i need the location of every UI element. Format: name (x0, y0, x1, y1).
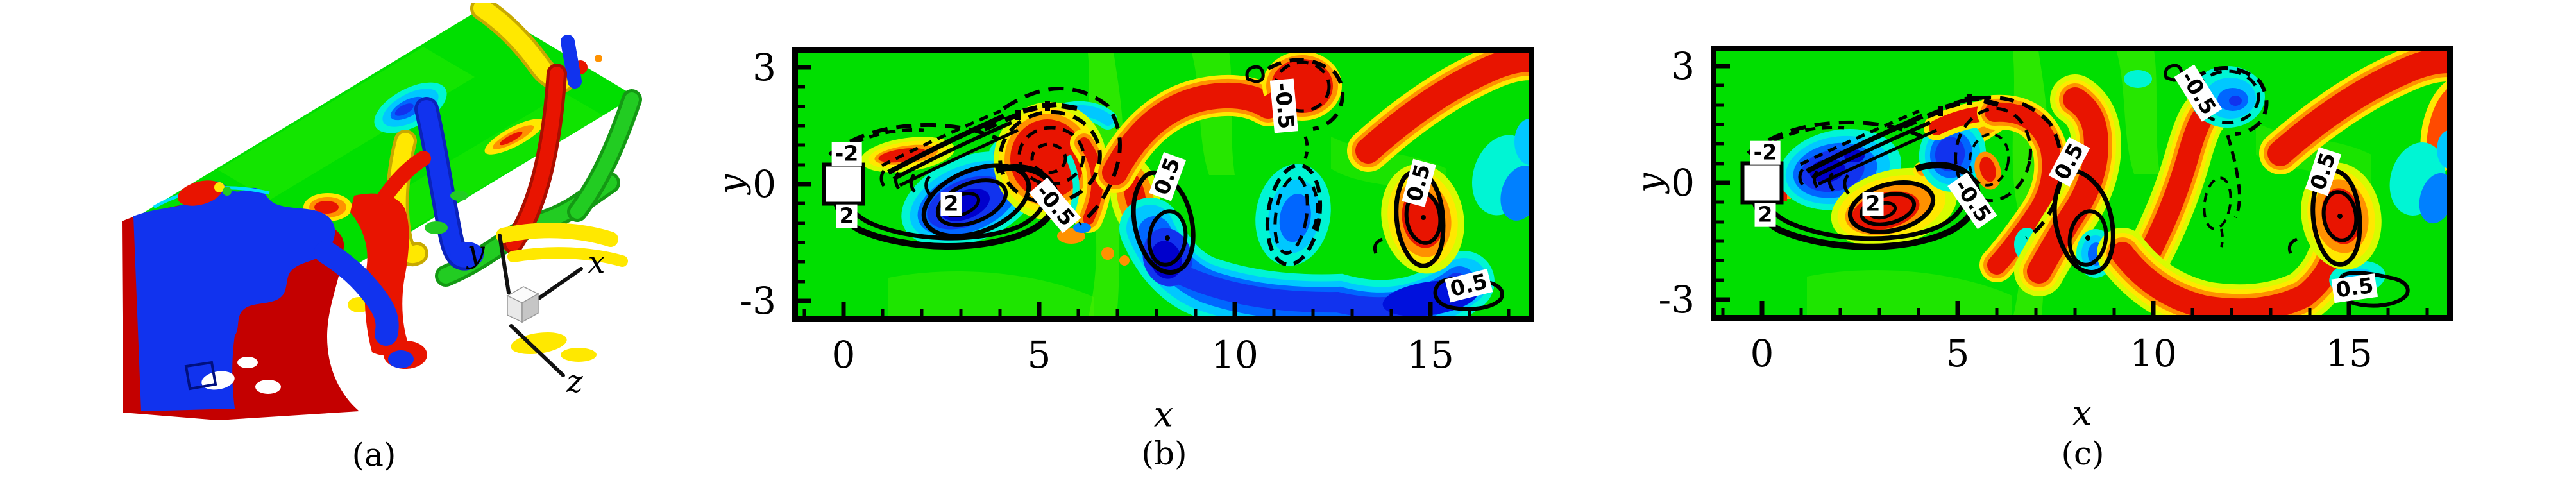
x-tick-label: 10 (1211, 333, 1258, 377)
y-tick-label: 3 (1671, 44, 1695, 88)
x-tick-label: 5 (1945, 332, 1970, 375)
triad-label-x: x (588, 244, 605, 280)
y-tick-label: -3 (1658, 278, 1695, 321)
y-tick-label: 0 (1671, 161, 1695, 205)
vortex-tubes (348, 3, 642, 362)
triad-label-y: y (466, 234, 485, 270)
panel-a-3d-scene: y x z (122, 3, 642, 420)
contour-label-chip: 2 (940, 192, 962, 216)
contour-label-chip: 2 (1754, 203, 1776, 227)
square-cylinder-b (822, 162, 865, 206)
y-tick-label: 3 (752, 46, 776, 89)
x-tick-label: 10 (2130, 332, 2177, 375)
panel-c-axes-border (1711, 46, 2453, 321)
axis-triad: y x z (466, 234, 606, 400)
y-axis-label: y (1629, 173, 1670, 193)
x-tick-label: 15 (1407, 333, 1454, 377)
x-axis-label: x (1153, 394, 1174, 435)
y-axis-label: y (711, 174, 752, 194)
contour-label-chip: 2 (836, 204, 858, 228)
triad-label-z: z (566, 364, 583, 400)
x-axis-label: x (2072, 393, 2092, 434)
caption-panel-b: (b) (1141, 435, 1187, 472)
contour-label-chip: -2 (1750, 140, 1781, 165)
caption-panel-c: (c) (2061, 435, 2105, 472)
plane-orange-streak (484, 119, 545, 155)
y-tick-label: 0 (752, 162, 776, 206)
contour-label-chip: 2 (1862, 192, 1884, 216)
plane-orange-dot (595, 55, 602, 62)
caption-panel-a: (a) (352, 436, 396, 473)
blue-curtain-structure (122, 180, 414, 420)
x-tick-label: 0 (1750, 332, 1774, 375)
x-tick-label: 5 (1027, 333, 1051, 377)
square-cylinder-c (1740, 161, 1784, 205)
panel-b-axes-border (792, 47, 1534, 322)
panel-c-ticks (1713, 64, 2429, 318)
x-tick-label: 15 (2325, 332, 2373, 375)
y-tick-label: -3 (740, 279, 777, 323)
contour-label-chip: -2 (831, 142, 862, 166)
x-tick-label: 0 (831, 333, 856, 377)
contour-label-chip: -0.5 (1270, 78, 1299, 133)
